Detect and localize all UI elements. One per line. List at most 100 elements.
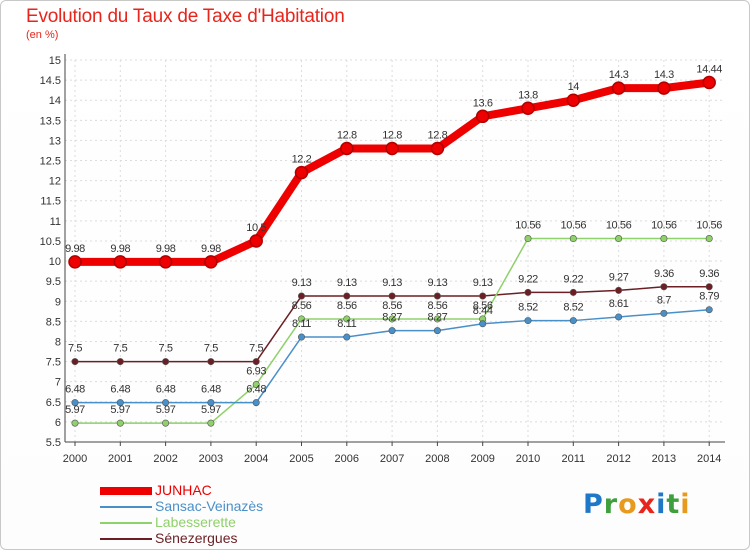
y-tick-label: 11 bbox=[50, 216, 61, 228]
x-tick-label: 2002 bbox=[153, 453, 177, 465]
data-point bbox=[430, 141, 445, 156]
data-label: 7.5 bbox=[249, 343, 263, 355]
data-point bbox=[71, 419, 79, 427]
data-point bbox=[611, 81, 626, 95]
y-tick-label: 15 bbox=[49, 55, 61, 67]
y-tick-label: 14 bbox=[49, 95, 61, 107]
y-tick-label: 8 bbox=[55, 336, 61, 348]
data-label: 12.8 bbox=[382, 129, 402, 141]
y-tick-label: 14.5 bbox=[40, 75, 61, 87]
x-tick-label: 2000 bbox=[63, 453, 87, 465]
data-point bbox=[524, 317, 532, 325]
data-label: 8.27 bbox=[382, 312, 402, 324]
y-tick-label: 9.5 bbox=[46, 276, 61, 288]
data-label: 8.56 bbox=[292, 300, 312, 312]
y-tick-label: 12.5 bbox=[40, 156, 61, 168]
data-label: 6.48 bbox=[110, 384, 130, 396]
data-label: 8.56 bbox=[427, 300, 447, 312]
data-label: 7.5 bbox=[68, 343, 82, 355]
logo-letter: o bbox=[618, 489, 638, 520]
data-label: 9.13 bbox=[473, 277, 493, 289]
data-point bbox=[615, 286, 623, 294]
data-label: 10.56 bbox=[561, 220, 587, 232]
data-label: 9.22 bbox=[518, 273, 538, 285]
data-label: 14.3 bbox=[609, 69, 629, 81]
x-tick-label: 2007 bbox=[380, 453, 404, 465]
logo-letter: t bbox=[666, 489, 681, 520]
data-label: 5.97 bbox=[65, 404, 85, 416]
legend-item-sansac-veinazes: Sansac-Veinazès bbox=[100, 498, 360, 514]
data-point bbox=[475, 109, 490, 124]
data-label: 12.2 bbox=[292, 154, 312, 166]
data-label: 8.56 bbox=[382, 300, 402, 312]
data-label: 8.52 bbox=[563, 302, 583, 314]
data-label: 7.5 bbox=[159, 343, 173, 355]
data-point bbox=[702, 75, 716, 90]
logo-letter: r bbox=[603, 489, 619, 520]
data-label: 14.44 bbox=[696, 64, 722, 76]
x-tick-label: 2004 bbox=[244, 453, 268, 465]
data-label: 8.56 bbox=[337, 300, 357, 312]
data-label: 12.8 bbox=[427, 129, 447, 141]
data-label: 6.48 bbox=[65, 384, 85, 396]
legend-swatch bbox=[100, 522, 152, 524]
data-point bbox=[388, 292, 396, 300]
data-point bbox=[566, 93, 581, 107]
data-label: 10.56 bbox=[515, 220, 541, 232]
data-label: 9.13 bbox=[292, 277, 312, 289]
x-tick-label: 2003 bbox=[199, 453, 223, 465]
data-label: 10.56 bbox=[651, 220, 677, 232]
data-label: 8.11 bbox=[337, 318, 356, 330]
data-label: 5.97 bbox=[110, 404, 130, 416]
data-label: 8.52 bbox=[518, 302, 538, 314]
x-tick-label: 2014 bbox=[697, 453, 721, 465]
data-point bbox=[252, 399, 260, 407]
data-label: 14 bbox=[568, 81, 580, 93]
data-point bbox=[162, 399, 170, 407]
data-label: 13.8 bbox=[518, 89, 538, 101]
data-point bbox=[71, 358, 79, 366]
data-label: 6.93 bbox=[246, 365, 266, 377]
x-tick-label: 2011 bbox=[561, 453, 585, 465]
data-point bbox=[385, 141, 399, 156]
data-point bbox=[297, 315, 305, 323]
data-label: 6.48 bbox=[246, 384, 266, 396]
x-tick-label: 2006 bbox=[335, 453, 359, 465]
data-label: 8.7 bbox=[657, 294, 671, 306]
data-point bbox=[660, 283, 668, 291]
data-label: 8.44 bbox=[473, 305, 493, 317]
data-point bbox=[207, 419, 215, 427]
legend-label: JUNHAC bbox=[155, 482, 212, 498]
data-point bbox=[294, 165, 309, 180]
data-label: 9.13 bbox=[427, 277, 447, 289]
data-point bbox=[207, 358, 215, 366]
y-tick-label: 9 bbox=[55, 296, 61, 308]
data-label: 9.36 bbox=[699, 268, 719, 280]
series-line bbox=[75, 78, 710, 266]
data-label: 10.5 bbox=[246, 222, 266, 234]
y-tick-label: 12 bbox=[49, 176, 61, 188]
legend-label: Sansac-Veinazès bbox=[155, 498, 264, 514]
data-label: 9.36 bbox=[654, 268, 674, 280]
data-label: 6.48 bbox=[156, 384, 176, 396]
x-tick-label: 2008 bbox=[425, 453, 449, 465]
data-point bbox=[615, 313, 623, 321]
logo-letter: i bbox=[656, 489, 667, 520]
data-label: 10.56 bbox=[696, 220, 722, 232]
data-point bbox=[660, 235, 668, 243]
data-point bbox=[479, 320, 487, 328]
data-point bbox=[116, 399, 124, 407]
logo-letter: P bbox=[583, 489, 604, 520]
data-label: 8.79 bbox=[699, 291, 719, 303]
y-tick-label: 8.5 bbox=[46, 316, 61, 328]
data-point bbox=[388, 315, 396, 323]
data-point bbox=[705, 235, 713, 243]
data-label: 8.56 bbox=[473, 300, 493, 312]
legend-label: Sénezergues bbox=[155, 530, 238, 546]
data-point bbox=[116, 358, 124, 366]
data-point bbox=[68, 255, 82, 269]
data-point bbox=[113, 255, 128, 269]
legend-item-senezergues: Sénezergues bbox=[100, 530, 360, 546]
y-tick-label: 13 bbox=[49, 135, 61, 147]
